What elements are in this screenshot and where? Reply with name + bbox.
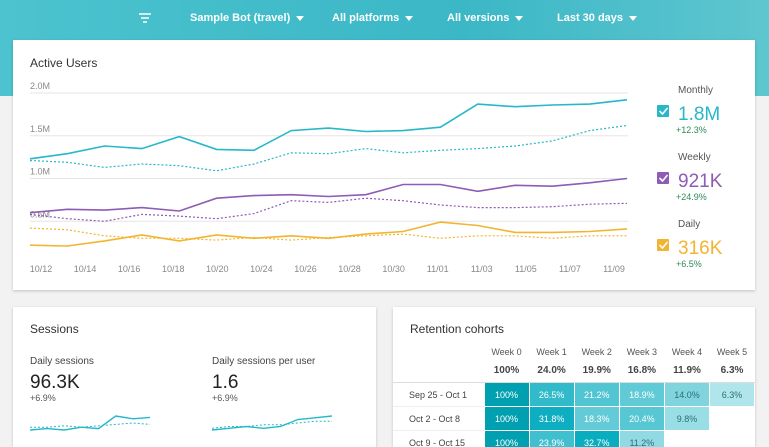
legend-name: Daily: [678, 219, 700, 230]
series-line: [30, 179, 627, 213]
x-tick-label: 10/16: [118, 264, 141, 274]
legend-checkbox[interactable]: [657, 172, 669, 184]
x-tick-label: 10/12: [30, 264, 53, 274]
x-tick-label: 10/20: [206, 264, 229, 274]
sparkline: [30, 416, 150, 430]
series-line: [30, 100, 627, 159]
sparkline: [212, 416, 332, 430]
series-line: [30, 222, 627, 246]
legend-checkbox[interactable]: [657, 239, 669, 251]
legend-change: +12.3%: [676, 125, 707, 135]
x-tick-label: 11/09: [603, 264, 625, 274]
x-tick-label: 10/14: [74, 264, 97, 274]
y-tick-label: 1.0M: [30, 167, 50, 177]
legend-change: +24.9%: [676, 192, 707, 202]
x-tick-label: 11/03: [471, 264, 493, 274]
metric-label: Daily sessions: [30, 356, 94, 367]
legend-value: 921K: [678, 171, 723, 192]
sparkline-previous: [30, 423, 150, 427]
x-tick-label: 11/07: [559, 264, 581, 274]
metric-value: 1.6: [212, 372, 238, 393]
x-tick-label: 10/18: [162, 264, 185, 274]
metric-value: 96.3K: [30, 372, 80, 393]
legend-name: Weekly: [678, 152, 711, 163]
x-tick-label: 10/26: [294, 264, 317, 274]
x-tick-label: 10/28: [338, 264, 361, 274]
y-tick-label: 2.0M: [30, 81, 50, 91]
x-tick-label: 10/30: [382, 264, 405, 274]
legend-value: 1.8M: [678, 104, 720, 125]
metric-change: +6.9%: [212, 393, 238, 403]
x-tick-label: 10/24: [250, 264, 273, 274]
legend-value: 316K: [678, 238, 723, 259]
x-tick-label: 11/05: [515, 264, 537, 274]
x-tick-label: 11/01: [427, 264, 449, 274]
legend-checkbox[interactable]: [657, 105, 669, 117]
metric-label: Daily sessions per user: [212, 356, 316, 367]
metric-change: +6.9%: [30, 393, 56, 403]
legend-change: +6.5%: [676, 259, 702, 269]
previous-period-line: [30, 126, 627, 171]
legend-name: Monthly: [678, 85, 713, 96]
y-tick-label: 1.5M: [30, 124, 50, 134]
